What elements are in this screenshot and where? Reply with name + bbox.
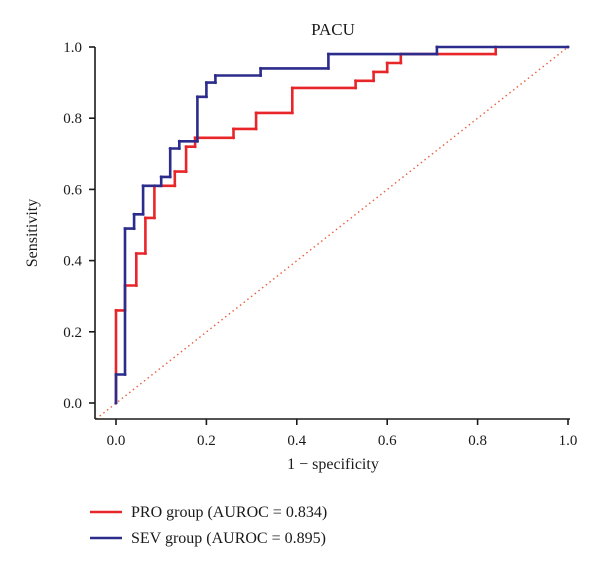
series-point <box>195 139 199 143</box>
x-tick-label: 0.4 <box>287 433 306 449</box>
series-point <box>354 79 358 83</box>
plot-area <box>95 45 570 420</box>
series-point <box>173 184 177 188</box>
series-point <box>159 184 163 188</box>
x-tick-label: 0.6 <box>378 433 397 449</box>
series-point <box>141 212 145 216</box>
series-point <box>204 81 208 85</box>
y-ticks: 0.0 0.2 0.4 0.6 0.8 1.0 <box>63 40 95 412</box>
series-point <box>143 252 147 255</box>
series-point <box>385 61 389 65</box>
y-axis-label: Sensitivity <box>24 199 41 267</box>
series-point <box>177 139 181 143</box>
series-point <box>134 252 138 255</box>
series-point <box>385 70 389 74</box>
x-ticks: 0.0 0.2 0.4 0.6 0.8 1.0 <box>107 419 578 449</box>
series-point <box>326 52 330 56</box>
series-point <box>114 373 118 376</box>
series-group <box>114 45 570 405</box>
y-tick-label: 0.2 <box>63 325 82 341</box>
series-point <box>168 147 172 150</box>
series-point <box>184 145 188 149</box>
legend-label-2: SEV group (AUROC = 0.895) <box>131 530 326 547</box>
series-point <box>232 127 235 131</box>
series-point <box>143 216 147 220</box>
series-point <box>435 45 439 49</box>
series-point <box>254 111 258 115</box>
series-point <box>168 175 172 179</box>
series-point <box>177 147 181 150</box>
series-point <box>435 52 439 56</box>
x-axis-label: 1 − specificity <box>287 456 379 473</box>
x-tick-label: 0.8 <box>468 433 487 449</box>
x-tick-label: 1.0 <box>559 433 578 449</box>
series-point <box>213 74 217 77</box>
series-point <box>134 284 138 287</box>
series-point <box>232 136 235 140</box>
series-point <box>159 175 163 179</box>
series-point <box>132 227 136 231</box>
series-point <box>354 86 358 90</box>
series-point <box>259 74 263 77</box>
series-point <box>132 212 136 216</box>
series-point <box>114 401 118 405</box>
series-point <box>152 216 156 220</box>
series-point <box>290 86 294 90</box>
series-point <box>123 373 127 376</box>
x-tick-label: 0.2 <box>197 433 216 449</box>
reference-diagonal-line <box>95 46 569 420</box>
y-tick-label: 1.0 <box>63 40 82 56</box>
series-point <box>399 61 403 65</box>
series-point <box>195 95 199 99</box>
series-point <box>204 95 208 99</box>
series-point <box>259 66 263 70</box>
legend-label-1: PRO group (AUROC = 0.834) <box>131 504 327 521</box>
series-point <box>494 52 498 56</box>
y-tick-label: 0.8 <box>63 111 82 127</box>
y-tick-label: 0.4 <box>63 254 82 270</box>
series-point <box>184 170 188 174</box>
series-point <box>173 170 177 174</box>
series-point <box>372 70 376 74</box>
series-point <box>566 45 570 49</box>
series-point <box>326 66 330 70</box>
series-point <box>213 81 217 85</box>
series-point <box>193 136 197 140</box>
series-point <box>372 79 376 83</box>
y-tick-label: 0.6 <box>63 182 82 198</box>
series-point <box>123 227 127 231</box>
y-tick-label: 0.0 <box>63 396 82 412</box>
legend: PRO group (AUROC = 0.834) SEV group (AURO… <box>90 504 327 547</box>
series-line-1 <box>114 47 498 403</box>
series-point <box>141 184 145 188</box>
series-point <box>114 308 118 312</box>
series-point <box>193 145 197 149</box>
series-line-2 <box>114 45 568 403</box>
chart-title: PACU <box>311 20 355 39</box>
series-point <box>290 111 294 115</box>
x-tick-label: 0.0 <box>107 433 126 449</box>
series-point <box>254 127 258 131</box>
